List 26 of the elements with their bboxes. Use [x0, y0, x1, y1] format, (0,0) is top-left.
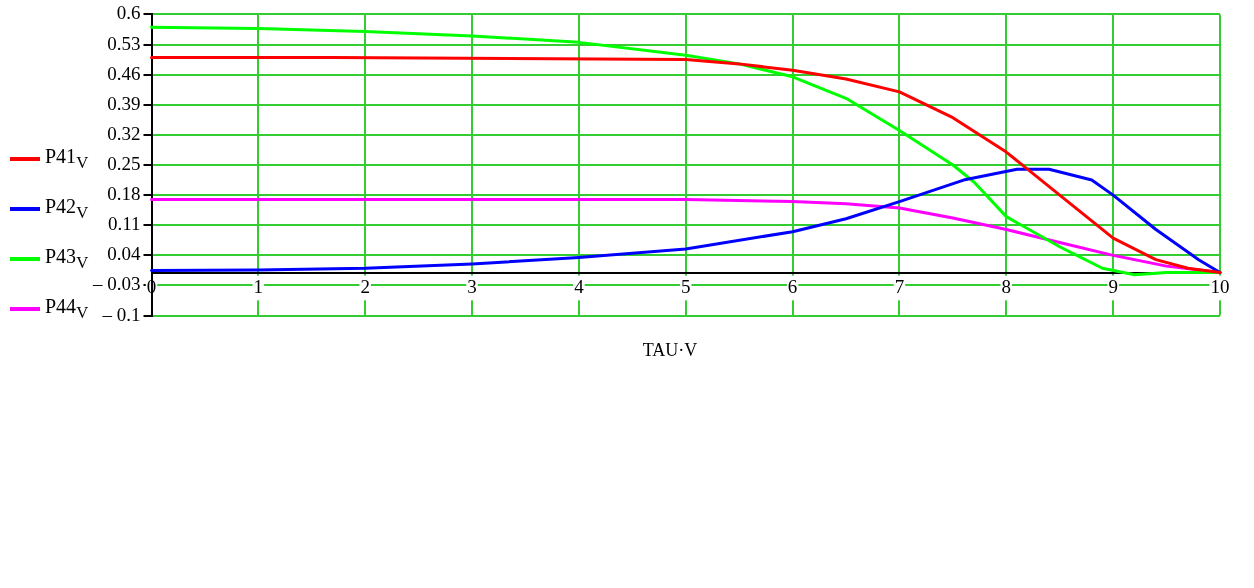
x-tick-label: 5 — [681, 275, 691, 297]
y-tick-label: 0.53 — [107, 32, 141, 54]
y-tick-label: – 0.03 — [92, 273, 141, 295]
x-tick-label: 8 — [1001, 275, 1012, 297]
y-tick-label: 0.6 — [116, 2, 141, 24]
x-tick-label: 4 — [574, 275, 585, 297]
y-tick-label: 0.39 — [107, 92, 141, 114]
legend-label: P41$_{V}$ — [45, 145, 89, 173]
y-tick-label: – 0.1 — [101, 303, 141, 325]
x-tick-label: 2 — [360, 275, 370, 297]
x-tick-label: 10 — [1210, 275, 1230, 297]
x-tick-label: 7 — [894, 275, 905, 297]
x-axis-title: TAU·V — [641, 340, 699, 361]
y-tick-label: 0.25 — [107, 152, 141, 174]
legend-label: P44$_{V}$ — [45, 295, 89, 323]
y-tick-label: 0.46 — [107, 62, 141, 84]
y-tick-label: 0.18 — [107, 183, 141, 205]
y-tick-label: 0.32 — [107, 122, 141, 144]
legend-label: P42$_{V}$ — [45, 195, 89, 223]
x-tick-label: 1 — [253, 275, 264, 297]
y-tick-label: 0.11 — [107, 213, 141, 235]
x-tick-label: 3 — [467, 275, 477, 297]
x-tick-label: 6 — [787, 275, 798, 297]
legend-label: P43$_{V}$ — [45, 245, 89, 273]
y-tick-label: 0.04 — [107, 243, 141, 265]
x-tick-label: 9 — [1108, 275, 1118, 297]
